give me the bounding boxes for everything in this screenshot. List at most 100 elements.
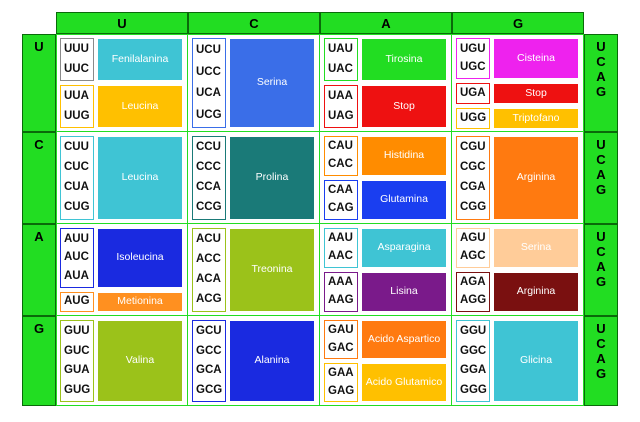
- column-header-u: U: [56, 12, 188, 34]
- amino-acid-label: Lisina: [362, 273, 446, 311]
- codon-label: UAA: [328, 90, 353, 102]
- codon-label: CAG: [328, 202, 354, 215]
- codon-label: ACG: [196, 293, 222, 306]
- codon-group: GUU GUC GUA GUG: [60, 320, 94, 402]
- codon-label: UGG: [460, 111, 487, 124]
- codon-label: AGC: [460, 250, 486, 263]
- codon-label: UUU: [64, 43, 89, 55]
- codon-group: UGU UGC: [456, 38, 490, 79]
- codon-label: CCU: [196, 141, 221, 154]
- codon-label: CGA: [460, 181, 486, 194]
- codon-label: GAG: [328, 384, 355, 397]
- codon-label: GAC: [328, 341, 354, 354]
- codon-label: CGG: [460, 201, 487, 214]
- codon-label: AAC: [328, 250, 353, 263]
- codon-label: GUG: [64, 383, 91, 396]
- codon-label: UGU: [460, 42, 486, 55]
- codon-label: CUG: [64, 201, 90, 214]
- codon-label: UCC: [196, 65, 221, 78]
- codon-label: AUA: [64, 269, 89, 282]
- column-header-a: A: [320, 12, 452, 34]
- third-base-label: U: [596, 39, 606, 54]
- codon-group: CCU CCC CCA CCG: [192, 136, 226, 220]
- amino-acid-label: Glutamina: [362, 181, 446, 219]
- codon-label: UAC: [328, 62, 353, 75]
- codon-group: CAU CAC: [324, 136, 358, 176]
- codon-group: AUU AUC AUA: [60, 228, 94, 288]
- third-base-label: C: [596, 336, 606, 351]
- amino-acid-label: Stop: [362, 86, 446, 127]
- amino-acid-label: Metionina: [98, 293, 182, 311]
- codon-group: GAU GAC: [324, 320, 358, 359]
- third-base-label: U: [596, 137, 606, 152]
- amino-acid-label: Acido Aspartico: [362, 321, 446, 358]
- codon-label: GCC: [196, 344, 222, 357]
- codon-label: UAG: [328, 109, 354, 122]
- row-header-g: G: [22, 316, 56, 406]
- amino-acid-label: Valina: [98, 321, 182, 401]
- amino-acid-label: Alanina: [230, 321, 314, 401]
- codon-group: AAU AAC: [324, 228, 358, 268]
- third-base-label: G: [595, 182, 607, 197]
- codon-label: GGG: [460, 383, 487, 396]
- codon-label: UAU: [328, 43, 353, 55]
- amino-acid-label: Asparagina: [362, 229, 446, 267]
- third-base-label: C: [596, 244, 606, 259]
- codon-group: ACU ACC ACA ACG: [192, 228, 226, 312]
- codon-label: GAA: [328, 367, 354, 379]
- codon-label: GUA: [64, 364, 90, 376]
- codon-group: UAA UAG: [324, 85, 358, 128]
- codon-group: UCU UCC UCA UCG: [192, 38, 226, 128]
- codon-label: ACU: [196, 233, 221, 246]
- codon-label: CUA: [64, 181, 89, 194]
- third-base-label: C: [596, 54, 606, 69]
- codon-label: UUG: [64, 109, 90, 122]
- codon-label: GAU: [328, 324, 354, 336]
- codon-label: CAC: [328, 158, 353, 171]
- codon-label: CCA: [196, 181, 221, 194]
- codon-group: UUA UUG: [60, 85, 94, 128]
- third-base-label: A: [596, 259, 606, 274]
- amino-acid-label: Triptofano: [494, 109, 578, 128]
- codon-label: AGA: [460, 276, 486, 289]
- codon-group: AGU AGC: [456, 228, 490, 268]
- third-base-label: A: [596, 69, 606, 84]
- row-header-u: U: [22, 34, 56, 132]
- codon-label: ACA: [196, 273, 221, 286]
- amino-acid-label: Acido Glutamico: [362, 364, 446, 401]
- codon-label: AGU: [460, 232, 486, 245]
- codon-label: UCU: [196, 44, 221, 56]
- codon-group: UAU UAC: [324, 38, 358, 81]
- amino-acid-label: Cisteina: [494, 39, 578, 78]
- codon-label: UGA: [460, 86, 486, 99]
- codon-group: GGU GGC GGA GGG: [456, 320, 490, 402]
- codon-label: AAU: [328, 232, 353, 245]
- amino-acid-label: Serina: [230, 39, 314, 127]
- amino-acid-label: Tirosina: [362, 39, 446, 80]
- column-header-g: G: [452, 12, 584, 34]
- codon-label: CGC: [460, 161, 486, 174]
- codon-label: UUA: [64, 90, 89, 102]
- codon-label: UUC: [64, 62, 89, 75]
- third-base-label: U: [596, 229, 606, 244]
- codon-label: GCA: [196, 364, 222, 376]
- codon-label: AAA: [328, 276, 353, 289]
- codon-group: GAA GAG: [324, 363, 358, 402]
- third-base-label: A: [596, 351, 606, 366]
- codon-label: AUG: [64, 295, 90, 308]
- codon-label: CUC: [64, 161, 89, 174]
- third-base-label: C: [596, 152, 606, 167]
- amino-acid-label: Fenilalanina: [98, 39, 182, 80]
- codon-group: UGG: [456, 108, 490, 129]
- row-header-c: C: [22, 132, 56, 224]
- amino-acid-label: Stop: [494, 84, 578, 103]
- third-base-label: U: [596, 321, 606, 336]
- codon-label: CUU: [64, 141, 89, 154]
- codon-group: AAA AAG: [324, 272, 358, 312]
- codon-label: CCG: [196, 201, 222, 214]
- third-base-label: G: [595, 84, 607, 99]
- codon-group: CGU CGC CGA CGG: [456, 136, 490, 220]
